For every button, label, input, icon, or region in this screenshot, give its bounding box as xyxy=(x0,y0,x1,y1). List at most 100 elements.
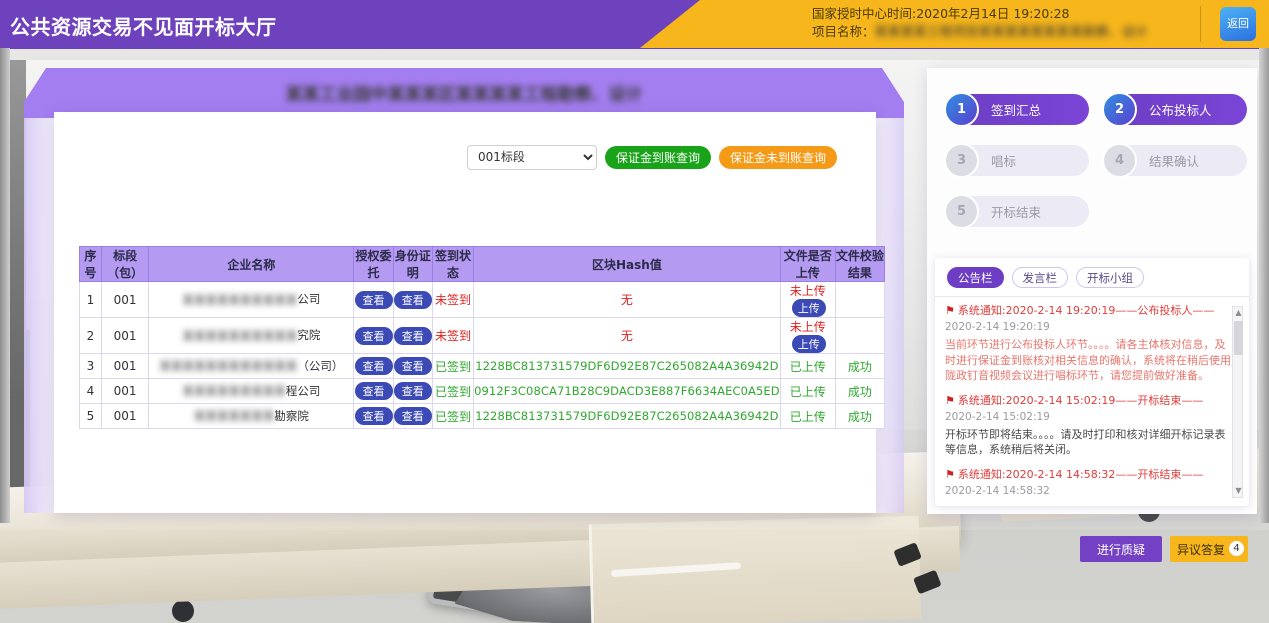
step-1[interactable]: 1 签到汇总 xyxy=(944,92,1089,127)
verify-result-text: 成功 xyxy=(847,359,872,374)
cell-sign-status: 已签到 xyxy=(431,403,475,429)
upload-file-button[interactable]: 上传 xyxy=(791,335,826,353)
view-authorization-button[interactable]: 查看 xyxy=(354,357,393,375)
header-info: 国家授时中心时间:2020年2月14日 19:20:28 项目名称：某某某某工程… xyxy=(812,5,1148,42)
sign-status-text: 未签到 xyxy=(435,329,472,343)
step-4[interactable]: 4 结果确认 xyxy=(1102,143,1247,178)
screen-left-edge xyxy=(0,48,10,523)
flag-icon: ⚑ xyxy=(945,467,955,481)
company-name-redacted: 某某某某某某某某某某 xyxy=(182,292,298,307)
notice-tab-1[interactable]: 发言栏 xyxy=(1011,267,1068,288)
step-3[interactable]: 3 唱标 xyxy=(944,143,1089,178)
notice-item: ⚑ 系统通知:2020-2-14 15:02:19——开标结束—— 2020-2-1… xyxy=(945,393,1231,458)
view-authorization-button[interactable]: 查看 xyxy=(354,382,393,400)
notice-tab-2[interactable]: 开标小组 xyxy=(1076,267,1144,288)
notice-headline: ⚑ 系统通知:2020-2-14 15:02:19——开标结束—— xyxy=(945,393,1204,407)
screen-right-edge xyxy=(1259,48,1269,523)
notice-separator xyxy=(935,296,1249,297)
view-identity-button[interactable]: 查看 xyxy=(393,382,432,400)
cell-authorization: 查看 xyxy=(353,378,394,404)
cell-file-uploaded: 未上传上传 xyxy=(779,317,836,354)
block-hash-value: 0912F3C08CA71B28C9DACD3E887F6634AEC0A5ED xyxy=(474,384,780,398)
view-identity-button[interactable]: 查看 xyxy=(393,357,432,375)
view-authorization-button[interactable]: 查看 xyxy=(354,290,393,309)
app-header: 公共资源交易不见面开标大厅 国家授时中心时间:2020年2月14日 19:20:… xyxy=(0,0,1269,48)
notice-tabs: 公告栏 发言栏 开标小组 xyxy=(947,267,1144,288)
header-divider xyxy=(1200,6,1201,42)
query-deposit-paid-button[interactable]: 保证金到账查询 xyxy=(604,145,711,169)
view-identity-button[interactable]: 查看 xyxy=(393,290,432,309)
th-index: 序号 xyxy=(79,246,102,282)
objection-reply-label: 异议答复 xyxy=(1176,542,1225,557)
step-label: 结果确认 xyxy=(1149,154,1200,169)
national-time-label: 国家授时中心时间:2020年2月14日 19:20:28 xyxy=(812,6,1070,21)
step-row: 1 签到汇总 2 公布投标人 xyxy=(944,92,1247,127)
cell-index: 5 xyxy=(79,403,102,429)
th-file-uploaded: 文件是否上传 xyxy=(779,246,836,282)
upload-status-text: 已上传 xyxy=(789,409,826,424)
raise-question-button[interactable]: 进行质疑 xyxy=(1080,536,1162,562)
query-deposit-unpaid-button[interactable]: 保证金未到账查询 xyxy=(718,145,837,169)
page-title: 公共资源交易不见面开标大厅 xyxy=(10,15,277,39)
table-body: 1 001 某某某某某某某某某某公司 查看 查看 未签到无未上传上传 2 001 某某某某某某某… xyxy=(79,281,886,429)
cell-segment: 001 xyxy=(100,378,150,404)
notice-body: 开标环节即将结束。。。。请及时打印和核对详细开标记录表等信息，系统稍后将关闭。 xyxy=(945,427,1226,457)
cell-index: 1 xyxy=(79,281,102,318)
sign-status-text: 已签到 xyxy=(435,359,472,374)
cell-file-uploaded: 已上传 xyxy=(779,378,836,404)
verify-result-text: 成功 xyxy=(847,384,872,399)
th-verify-result: 文件校验结果 xyxy=(834,246,886,282)
step-indicator: 1 签到汇总 2 公布投标人 3 唱标 4 结果确认 5 开标结束 xyxy=(944,92,1247,247)
notice-item: ⚑ 系统通知:2020-2-14 14:58:32——开标结束—— 2020-2-1… xyxy=(945,467,1231,500)
step-row: 3 唱标 4 结果确认 xyxy=(944,143,1247,178)
step-number: 4 xyxy=(1102,143,1137,178)
cell-verify-result xyxy=(834,317,886,354)
cell-verify-result: 成功 xyxy=(834,403,886,429)
notice-tab-0[interactable]: 公告栏 xyxy=(947,267,1004,288)
view-authorization-button[interactable]: 查看 xyxy=(354,326,393,345)
step-5[interactable]: 5 开标结束 xyxy=(944,194,1089,229)
panel-left-shadow xyxy=(24,112,54,513)
cell-segment: 001 xyxy=(100,281,150,318)
view-identity-button[interactable]: 查看 xyxy=(393,326,432,345)
scroll-up-arrow[interactable]: ▲ xyxy=(1235,308,1242,317)
scroll-down-arrow[interactable]: ▼ xyxy=(1235,486,1242,495)
th-company: 企业名称 xyxy=(148,246,355,282)
upload-file-button[interactable]: 上传 xyxy=(791,299,826,317)
view-authorization-button[interactable]: 查看 xyxy=(354,407,393,425)
cell-segment: 001 xyxy=(100,317,150,354)
upload-status-text: 未上传 xyxy=(789,284,826,298)
notice-timestamp: 2020-2-14 19:20:19 xyxy=(945,321,1050,333)
cell-block-hash: 1228BC813731579DF6D92E87C265082A4A36942D xyxy=(473,403,781,429)
notice-list: ⚑ 系统通知:2020-2-14 19:20:19——公布投标人—— 2020-2-… xyxy=(945,303,1231,499)
cell-sign-status: 已签到 xyxy=(431,378,475,404)
cell-block-hash: 无 xyxy=(473,317,781,354)
company-name-suffix: 勘察院 xyxy=(274,408,309,423)
cell-authorization: 查看 xyxy=(353,317,394,354)
view-identity-button[interactable]: 查看 xyxy=(393,407,432,425)
table-row: 4 001 某某某某某某某某某程公司 查看 查看 已签到 0912F3C08CA71B28C… xyxy=(79,378,886,404)
company-name-redacted: 某某某某某某某某某某某某 xyxy=(159,359,298,374)
cell-block-hash: 0912F3C08CA71B28C9DACD3E887F6634AEC0A5ED xyxy=(473,378,781,404)
notice-scrollbar[interactable]: ▲ ▼ xyxy=(1232,306,1243,498)
notice-card: 公告栏 发言栏 开标小组 ⚑ 系统通知:2020-2-14 19:20:19——公布投… xyxy=(935,258,1249,506)
cell-company: 某某某某某某某某某程公司 xyxy=(148,378,355,404)
background-drawer xyxy=(588,515,942,623)
objection-reply-button[interactable]: 异议答复 4 xyxy=(1170,536,1248,562)
background-chair-wheel xyxy=(172,600,194,622)
back-button[interactable]: 返回 xyxy=(1220,7,1256,41)
panel-banner: 某某工业园中某某某区某某某某工程勘察、设计 xyxy=(24,68,904,118)
cell-authorization: 查看 xyxy=(353,353,394,379)
right-side-panel: 1 签到汇总 2 公布投标人 3 唱标 4 结果确认 5 开标结束 公告栏 发言栏 开标小组 ⚑ 系统通… xyxy=(927,68,1257,514)
company-name-redacted: 某某某某某某某 xyxy=(193,409,275,424)
cell-company: 某某某某某某某某某某公司 xyxy=(148,281,355,318)
step-2[interactable]: 2 公布投标人 xyxy=(1102,92,1247,127)
section-select[interactable]: 001标段 xyxy=(467,144,597,170)
notice-timestamp: 2020-2-14 15:02:19 xyxy=(945,410,1050,423)
cell-index: 2 xyxy=(79,317,102,354)
th-sign-status: 签到状态 xyxy=(431,246,475,282)
step-row: 5 开标结束 xyxy=(944,194,1247,229)
scrollbar-thumb[interactable] xyxy=(1234,321,1243,355)
cell-identity: 查看 xyxy=(392,353,433,379)
company-name-redacted: 某某某某某某某某某某 xyxy=(182,328,298,343)
